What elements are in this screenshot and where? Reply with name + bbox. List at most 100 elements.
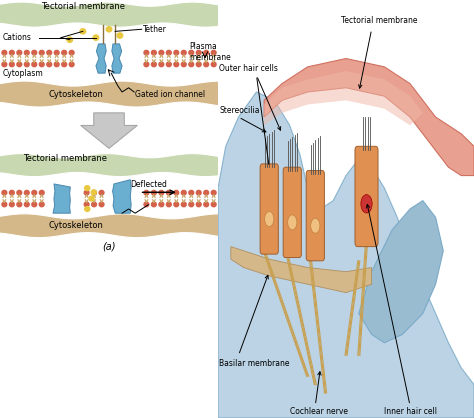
- Polygon shape: [231, 247, 372, 293]
- Circle shape: [62, 50, 66, 55]
- Circle shape: [32, 50, 36, 55]
- Polygon shape: [113, 180, 131, 213]
- Circle shape: [196, 202, 201, 206]
- Circle shape: [66, 36, 73, 43]
- FancyBboxPatch shape: [306, 171, 324, 261]
- Circle shape: [69, 50, 74, 55]
- Polygon shape: [359, 201, 443, 343]
- Circle shape: [24, 202, 29, 206]
- Circle shape: [62, 62, 66, 66]
- Polygon shape: [96, 44, 106, 73]
- Text: Gated ion channel: Gated ion channel: [135, 89, 205, 99]
- Circle shape: [9, 62, 14, 66]
- Text: Inner hair cell: Inner hair cell: [384, 407, 438, 416]
- Circle shape: [144, 62, 149, 66]
- Circle shape: [189, 190, 194, 195]
- Circle shape: [17, 190, 22, 195]
- Polygon shape: [264, 71, 423, 125]
- Circle shape: [32, 62, 36, 66]
- Circle shape: [204, 190, 209, 195]
- Circle shape: [166, 62, 171, 66]
- Circle shape: [69, 62, 74, 66]
- Circle shape: [182, 50, 186, 55]
- Circle shape: [174, 190, 179, 195]
- Circle shape: [196, 190, 201, 195]
- Circle shape: [174, 202, 179, 206]
- Circle shape: [196, 62, 201, 66]
- Circle shape: [39, 202, 44, 206]
- Polygon shape: [0, 2, 218, 27]
- Circle shape: [189, 62, 194, 66]
- Text: Tectorial membrane: Tectorial membrane: [41, 2, 125, 11]
- Polygon shape: [0, 81, 218, 107]
- Circle shape: [2, 50, 7, 55]
- Text: Tether: Tether: [143, 25, 167, 34]
- Circle shape: [84, 190, 89, 195]
- FancyBboxPatch shape: [260, 164, 278, 254]
- Circle shape: [196, 50, 201, 55]
- Circle shape: [204, 62, 209, 66]
- Circle shape: [17, 202, 22, 206]
- Circle shape: [47, 62, 52, 66]
- Circle shape: [174, 50, 179, 55]
- Circle shape: [88, 195, 95, 201]
- Circle shape: [55, 62, 59, 66]
- Circle shape: [84, 206, 91, 212]
- Circle shape: [166, 50, 171, 55]
- Circle shape: [211, 62, 216, 66]
- Circle shape: [117, 32, 123, 39]
- Text: Plasma
membrane: Plasma membrane: [190, 42, 231, 62]
- Circle shape: [159, 50, 164, 55]
- Circle shape: [9, 202, 14, 206]
- Text: Cations: Cations: [2, 33, 31, 42]
- Circle shape: [264, 212, 274, 227]
- Circle shape: [159, 62, 164, 66]
- Circle shape: [144, 202, 149, 206]
- Circle shape: [24, 62, 29, 66]
- Circle shape: [152, 190, 156, 195]
- Circle shape: [144, 50, 149, 55]
- Circle shape: [32, 190, 36, 195]
- Polygon shape: [112, 44, 122, 73]
- Circle shape: [9, 190, 14, 195]
- Circle shape: [9, 50, 14, 55]
- Circle shape: [24, 50, 29, 55]
- Polygon shape: [0, 214, 218, 237]
- Circle shape: [204, 202, 209, 206]
- Polygon shape: [264, 59, 474, 176]
- Circle shape: [17, 50, 22, 55]
- Circle shape: [152, 50, 156, 55]
- Polygon shape: [53, 184, 70, 213]
- Circle shape: [182, 190, 186, 195]
- Circle shape: [17, 62, 22, 66]
- Text: Cochlear nerve: Cochlear nerve: [290, 407, 348, 416]
- Circle shape: [39, 50, 44, 55]
- Text: Tectorial membrane: Tectorial membrane: [341, 16, 418, 25]
- Circle shape: [204, 50, 209, 55]
- Circle shape: [39, 190, 44, 195]
- Text: Cytoskeleton: Cytoskeleton: [49, 89, 104, 99]
- Text: Cytoplasm: Cytoplasm: [2, 69, 43, 78]
- Text: (a): (a): [102, 242, 116, 252]
- Text: Deflected: Deflected: [130, 181, 167, 189]
- Circle shape: [166, 190, 171, 195]
- Circle shape: [106, 26, 112, 33]
- Circle shape: [159, 202, 164, 206]
- Circle shape: [152, 202, 156, 206]
- Circle shape: [79, 28, 86, 35]
- Text: Tectorial membrane: Tectorial membrane: [23, 154, 108, 163]
- Circle shape: [24, 190, 29, 195]
- Circle shape: [310, 218, 320, 233]
- Circle shape: [99, 202, 104, 206]
- Circle shape: [84, 202, 89, 206]
- Circle shape: [39, 62, 44, 66]
- FancyBboxPatch shape: [355, 146, 378, 247]
- Circle shape: [2, 190, 7, 195]
- Circle shape: [159, 190, 164, 195]
- FancyBboxPatch shape: [283, 167, 301, 257]
- Circle shape: [84, 185, 91, 191]
- Polygon shape: [218, 92, 474, 418]
- Circle shape: [211, 50, 216, 55]
- Circle shape: [144, 190, 149, 195]
- Circle shape: [174, 62, 179, 66]
